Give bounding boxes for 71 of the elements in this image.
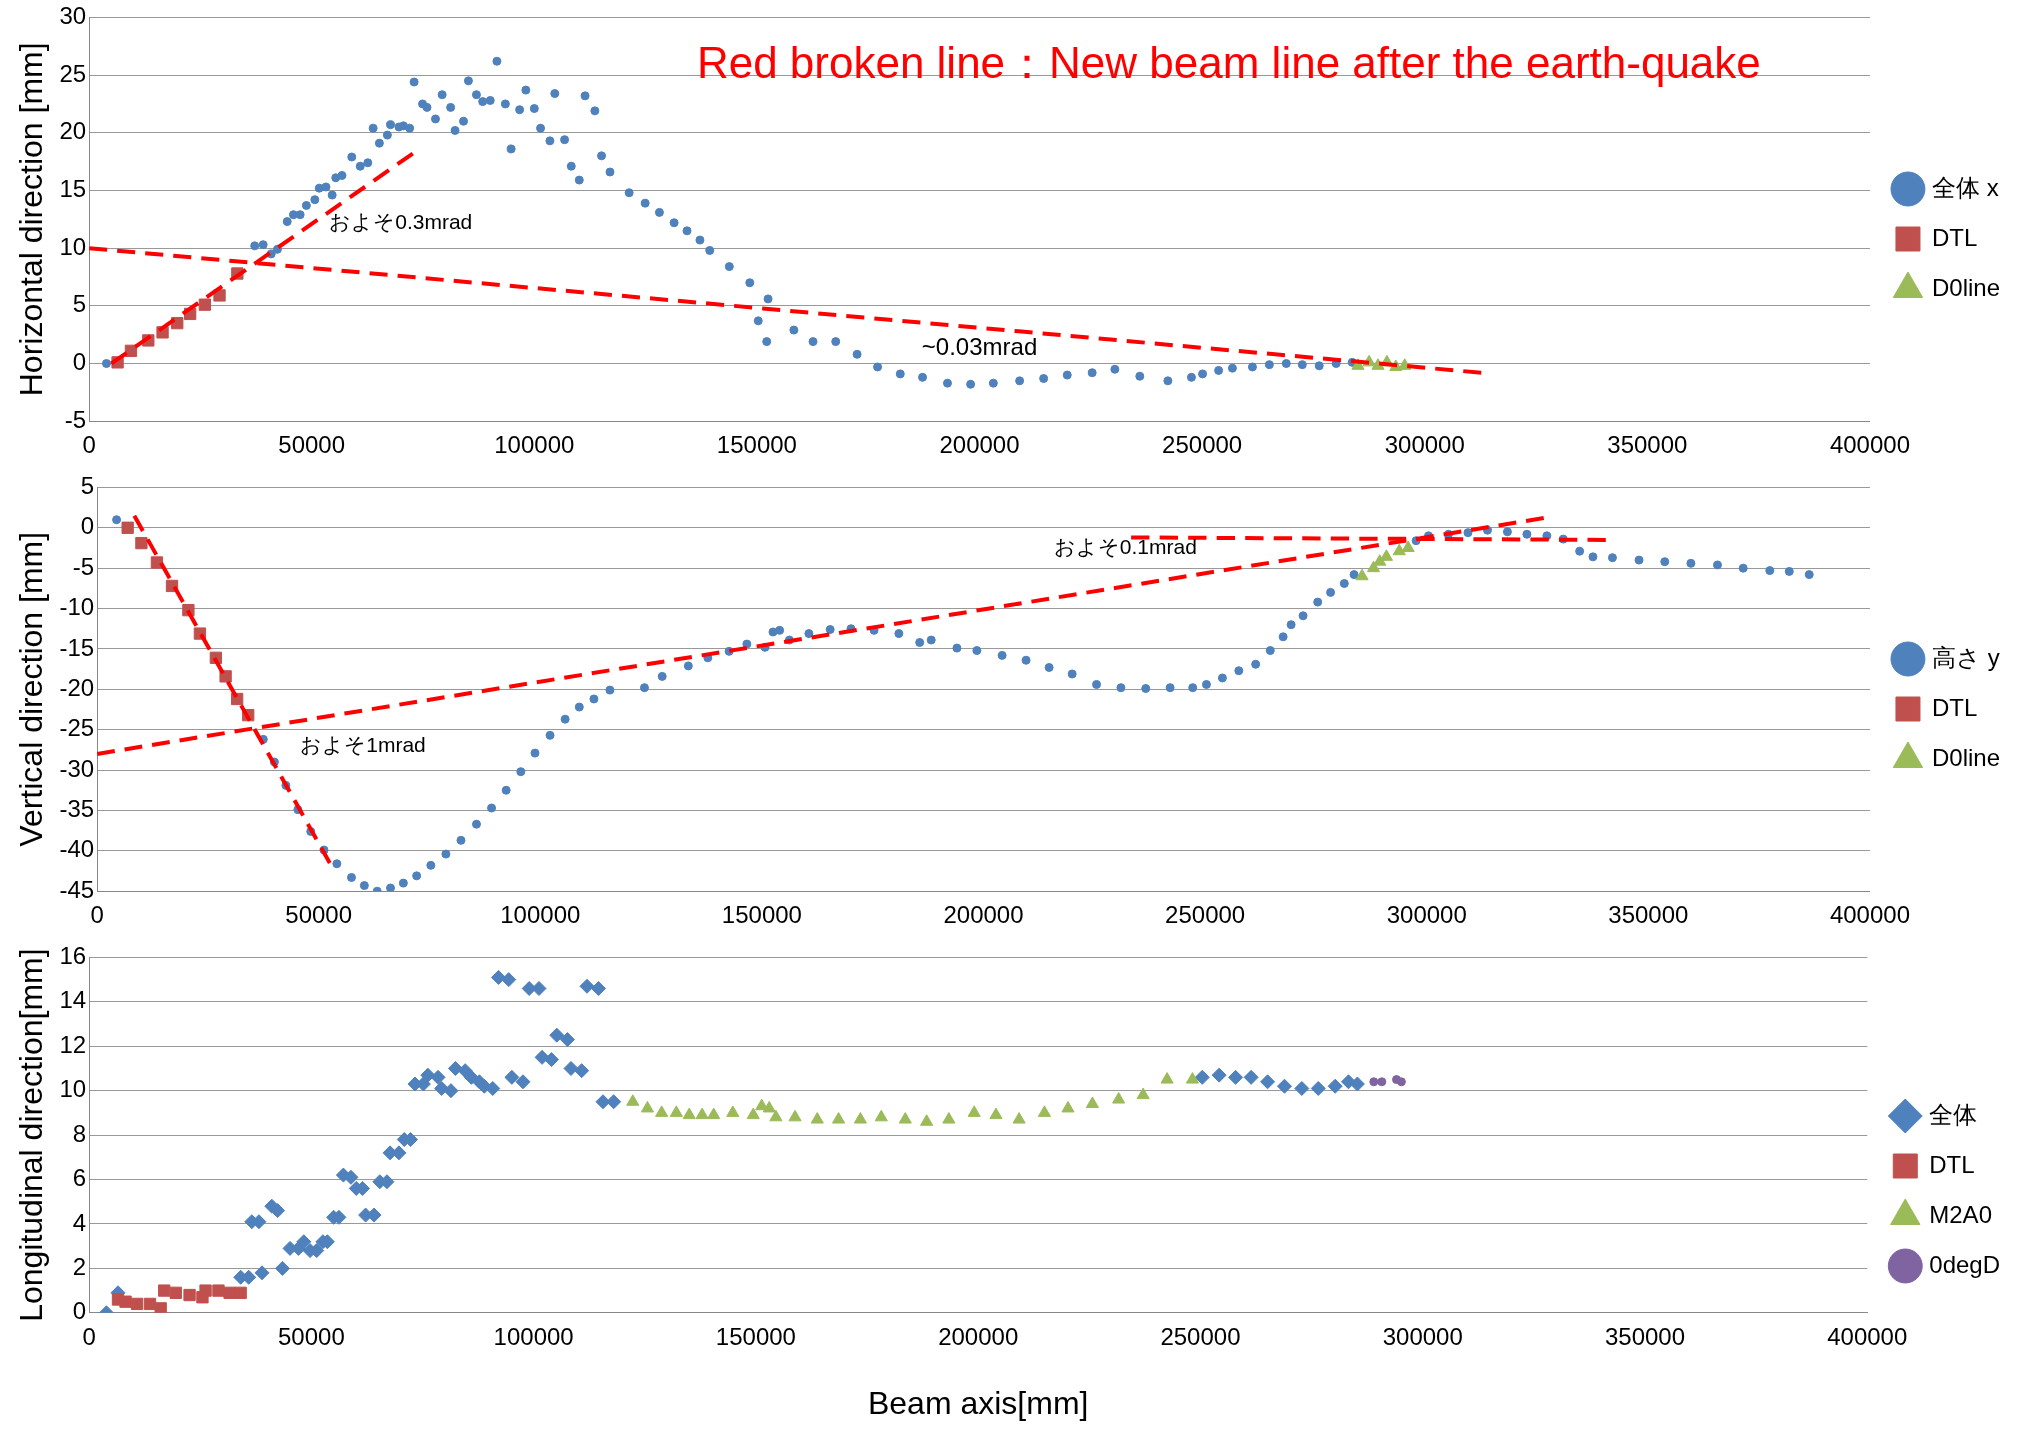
y-tick-label: 25 xyxy=(59,59,87,87)
annotation: ~0.03mrad xyxy=(921,333,1038,361)
legend-label: DTL xyxy=(1929,1150,1975,1178)
legend-label: 全体 x xyxy=(1931,173,1999,201)
y-tick-label: 10 xyxy=(59,1075,87,1103)
y-tick-label: 10 xyxy=(59,232,87,260)
y-tick-label: 14 xyxy=(59,986,87,1014)
legend-label: 高さ y xyxy=(1931,643,2000,671)
y-tick-label: 8 xyxy=(72,1119,87,1147)
legend-label: D0line xyxy=(1931,273,2001,301)
legend-label: DTL xyxy=(1931,223,1978,251)
x-tick-label: 300000 xyxy=(1386,901,1467,929)
y-axis-title: Vertical direction [mm] xyxy=(13,531,50,847)
x-tick-label: 50000 xyxy=(278,431,346,459)
x-tick-label: 50000 xyxy=(285,901,353,929)
legend-label: DTL xyxy=(1931,693,1978,721)
x-tick-label: 400000 xyxy=(1827,1322,1908,1350)
y-tick-label: 12 xyxy=(59,1030,87,1058)
x-tick-label: 100000 xyxy=(494,431,575,459)
x-tick-label: 200000 xyxy=(943,901,1024,929)
annotation: およそ1mrad xyxy=(300,732,426,756)
x-tick-label: 400000 xyxy=(1829,431,1911,459)
legend-label: D0line xyxy=(1931,743,2001,771)
x-axis-title: Beam axis[mm] xyxy=(867,1384,1089,1421)
x-tick-label: 250000 xyxy=(1162,431,1243,459)
y-tick-label: 5 xyxy=(72,290,87,318)
y-tick-label: 20 xyxy=(59,117,87,145)
x-tick-label: 100000 xyxy=(493,1322,574,1350)
y-tick-label: 15 xyxy=(59,175,87,203)
x-tick-label: 200000 xyxy=(939,431,1020,459)
x-tick-label: 150000 xyxy=(715,1322,796,1350)
x-tick-label: 250000 xyxy=(1165,901,1246,929)
y-tick-label: 0 xyxy=(72,348,87,376)
y-tick-label: 4 xyxy=(72,1208,87,1236)
y-axis-title: Longitudinal direction[mm] xyxy=(13,948,50,1322)
y-tick-label: 0 xyxy=(80,512,95,540)
y-tick-label: -45 xyxy=(59,875,95,903)
y-tick-label: -35 xyxy=(59,795,95,823)
y-tick-label: -40 xyxy=(59,835,95,863)
x-tick-label: 400000 xyxy=(1829,901,1911,929)
y-tick-label: -10 xyxy=(59,593,95,621)
y-axis-title: Horizontal direction [mm] xyxy=(13,42,50,397)
y-tick-label: -5 xyxy=(72,552,95,580)
x-tick-label: 250000 xyxy=(1160,1322,1241,1350)
y-tick-label: 5 xyxy=(80,472,95,500)
y-tick-label: -15 xyxy=(59,633,95,661)
y-tick-label: 16 xyxy=(59,942,87,970)
y-tick-label: 6 xyxy=(72,1164,87,1192)
x-tick-label: 350000 xyxy=(1608,901,1689,929)
x-tick-label: 300000 xyxy=(1384,431,1465,459)
y-tick-label: 2 xyxy=(72,1253,87,1280)
y-tick-label: 0 xyxy=(72,1297,87,1325)
annotation: およそ0.3mrad xyxy=(329,210,473,234)
x-tick-label: 300000 xyxy=(1382,1322,1463,1350)
y-tick-label: 30 xyxy=(59,2,87,30)
y-tick-label: -25 xyxy=(59,714,95,742)
annotation: およそ0.1mrad xyxy=(1053,534,1197,558)
x-tick-label: 350000 xyxy=(1604,1322,1686,1350)
x-tick-label: 50000 xyxy=(277,1322,345,1350)
legend-label: 0degD xyxy=(1929,1250,2001,1278)
legend-label: M2A0 xyxy=(1929,1200,1992,1228)
x-tick-label: 200000 xyxy=(938,1322,1019,1350)
y-tick-label: -30 xyxy=(59,754,95,782)
x-tick-label: 350000 xyxy=(1607,431,1688,459)
x-tick-label: 150000 xyxy=(721,901,802,929)
y-tick-label: -20 xyxy=(59,673,95,701)
y-tick-label: -5 xyxy=(64,405,87,433)
x-tick-label: 100000 xyxy=(500,901,581,929)
annotation: Red broken line：New beam line after the earth-quake xyxy=(696,38,1761,87)
x-tick-label: 150000 xyxy=(716,431,797,459)
legend-label: 全体 xyxy=(1929,1100,1978,1128)
